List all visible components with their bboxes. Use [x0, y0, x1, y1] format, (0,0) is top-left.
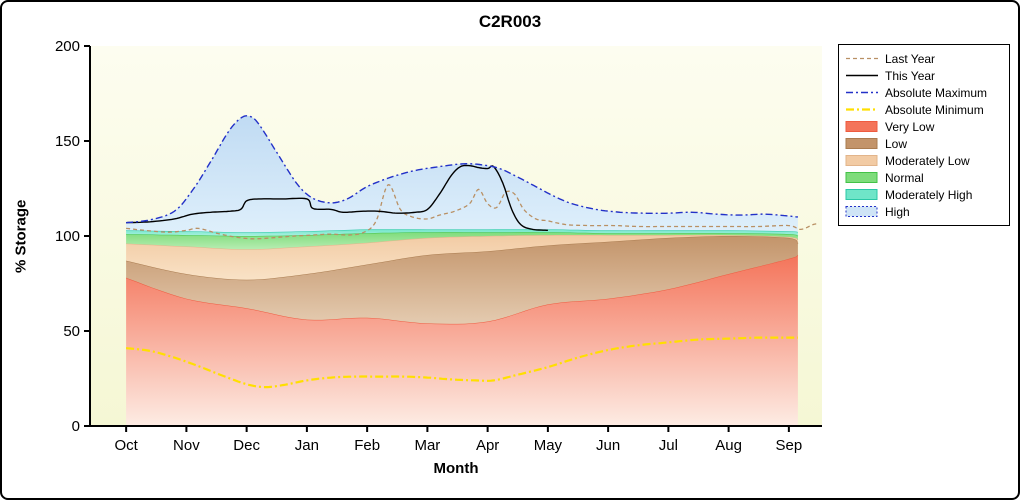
- legend-marker-low: [845, 138, 878, 149]
- line-absolute-maximum: [126, 115, 799, 224]
- x-tick-label: Mar: [414, 437, 440, 454]
- legend-item-moderately-low: Moderately Low: [845, 152, 1003, 169]
- legend-label: High: [885, 204, 910, 219]
- chart-title: C2R003: [478, 12, 542, 31]
- line-absolute-minimum: [125, 336, 798, 389]
- band-low: [126, 236, 798, 324]
- legend-item-moderately-high: Moderately High: [845, 186, 1003, 203]
- y-tick-label: 200: [55, 38, 80, 55]
- legend-item-high: High: [845, 203, 1003, 220]
- x-tick-label: Sep: [776, 437, 803, 454]
- x-tick-label: Jun: [596, 437, 620, 454]
- legend-label: Moderately High: [885, 187, 973, 202]
- legend-label: Last Year: [885, 51, 936, 66]
- legend-item-this-year: This Year: [845, 67, 1003, 84]
- legend-label: Absolute Minimum: [885, 102, 984, 117]
- bands-group: [125, 115, 799, 426]
- legend-item-normal: Normal: [845, 169, 1003, 186]
- legend-marker-this-year: [846, 74, 878, 77]
- band-moderately-low: [126, 234, 798, 280]
- legend-marker-high: [845, 206, 878, 217]
- lines-group: [125, 115, 819, 389]
- x-tick-label: Nov: [173, 437, 200, 454]
- legend-marker-very-low: [845, 121, 878, 132]
- legend-label: Very Low: [885, 119, 935, 134]
- x-tick-label: Jul: [659, 437, 678, 454]
- y-axis-label: % Storage: [12, 199, 30, 273]
- x-axis-label: Month: [433, 460, 479, 477]
- legend-marker-normal: [845, 172, 878, 183]
- x-tick-label: Feb: [354, 437, 380, 454]
- legend-label: Normal: [885, 170, 924, 185]
- axes-group: 0 50 100 150 200 Oct Nov Dec Jan Feb Mar Apr May Jun J…: [55, 38, 822, 454]
- legend-marker-moderately-low: [845, 155, 878, 166]
- legend-marker-absolute-maximum: [846, 91, 878, 94]
- legend: Last Year This Year Absolute Maximum Absolu…: [838, 44, 1010, 226]
- x-tick-label: Aug: [715, 437, 742, 454]
- legend-item-very-low: Very Low: [845, 118, 1003, 135]
- legend-item-absolute-maximum: Absolute Maximum: [845, 84, 1003, 101]
- y-tick-label: 100: [55, 228, 80, 245]
- y-tick-label: 50: [63, 323, 80, 340]
- band-high: [126, 115, 798, 233]
- legend-label: Moderately Low: [885, 153, 970, 168]
- legend-item-low: Low: [845, 135, 1003, 152]
- x-tick-label: Dec: [233, 437, 260, 454]
- legend-item-absolute-minimum: Absolute Minimum: [845, 101, 1003, 118]
- band-very-low: [126, 255, 798, 426]
- legend-marker-absolute-minimum: [846, 108, 878, 111]
- x-tick-label: Oct: [114, 437, 138, 454]
- band-moderately-high: [126, 229, 798, 236]
- legend-marker-moderately-high: [845, 189, 878, 200]
- x-tick-label: Jan: [295, 437, 319, 454]
- legend-item-last-year: Last Year: [845, 50, 1003, 67]
- legend-label: Low: [885, 136, 908, 151]
- x-tick-label: May: [534, 437, 563, 454]
- y-tick-label: 150: [55, 133, 80, 150]
- x-tick-label: Apr: [476, 437, 499, 454]
- legend-label: This Year: [885, 68, 936, 83]
- legend-marker-last-year: [846, 57, 878, 60]
- legend-label: Absolute Maximum: [885, 85, 988, 100]
- y-tick-label: 0: [72, 418, 80, 435]
